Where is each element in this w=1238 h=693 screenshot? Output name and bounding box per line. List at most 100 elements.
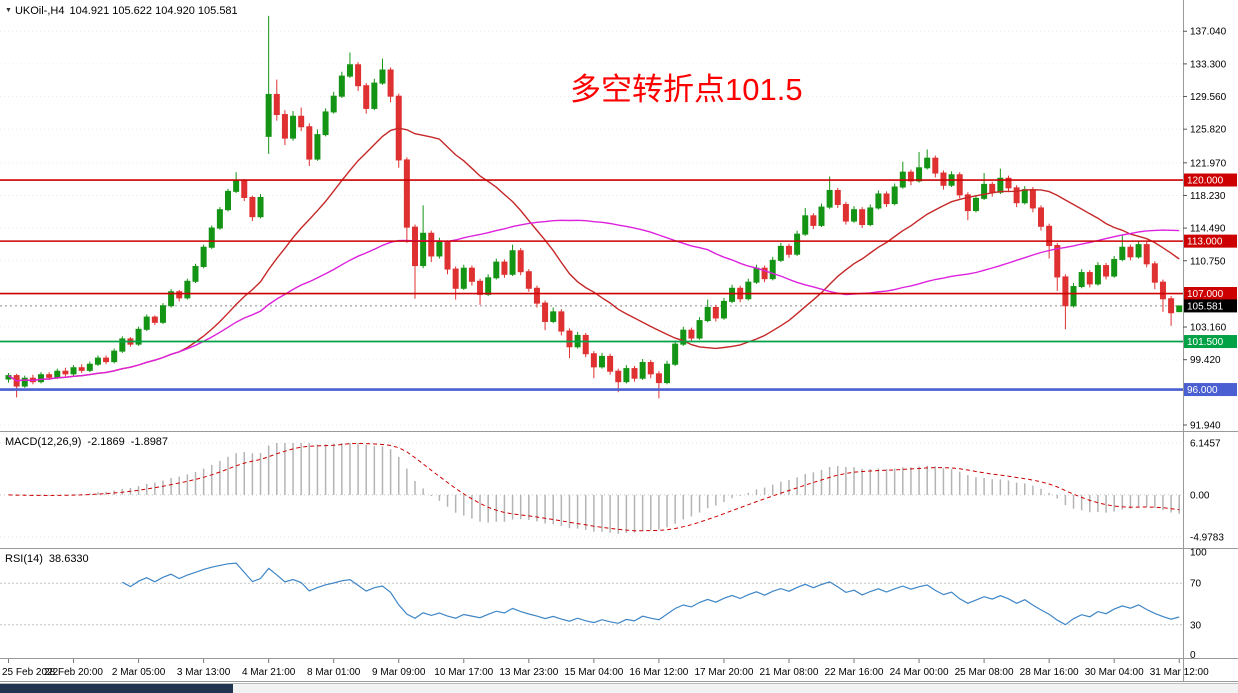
candle-body: [184, 280, 191, 299]
candle-body: [428, 232, 435, 257]
price-axis-tick-label: 133.300: [1190, 59, 1227, 70]
candle-body: [493, 261, 500, 279]
time-axis-label: 21 Mar 08:00: [760, 667, 819, 678]
candle-body: [834, 189, 841, 205]
candle-body: [273, 93, 280, 116]
price-tag: [1184, 234, 1237, 248]
price-tag: [1184, 335, 1237, 349]
candle-body: [371, 82, 378, 109]
candle-body: [883, 193, 890, 205]
candle-body: [485, 277, 492, 295]
candle-body: [533, 287, 540, 304]
candle-body: [891, 186, 898, 205]
candle-body: [436, 241, 443, 257]
macd-value-signal: -1.8987: [130, 436, 169, 448]
price-axis[interactable]: [1183, 0, 1238, 681]
candle-body: [517, 250, 524, 273]
time-axis-label: 16 Mar 12:00: [629, 667, 688, 678]
rsi-axis-label: 0: [1190, 650, 1196, 661]
price-tag-label: 96.000: [1187, 385, 1218, 396]
candle-body: [615, 370, 622, 383]
candle-body: [346, 64, 353, 77]
horizontal-scrollbar-thumb[interactable]: [0, 684, 233, 693]
candle-body: [1111, 258, 1118, 277]
candle-body: [509, 250, 516, 275]
time-axis-label: 4 Mar 21:00: [242, 667, 296, 678]
candle-body: [143, 316, 150, 330]
candle-body: [387, 69, 394, 97]
candle-body: [997, 177, 1004, 193]
time-axis-label: 3 Mar 13:00: [177, 667, 231, 678]
time-axis-label: 9 Mar 09:00: [372, 667, 426, 678]
candle-body: [103, 357, 110, 363]
macd-indicator-label: MACD(12,26,9) -2.1869 -1.8987: [5, 436, 174, 448]
candle-body: [696, 320, 703, 339]
price-axis-tick-label: 137.040: [1190, 27, 1227, 38]
candle-body: [582, 334, 589, 355]
chart-header: ▼ UKOil-,H4 104.921 105.622 104.920 105.58…: [5, 5, 243, 17]
macd-value-main: -2.1869: [87, 436, 125, 448]
candle-body: [720, 300, 727, 319]
candle-body: [1151, 263, 1158, 283]
price-axis-tick-label: 118.230: [1190, 191, 1226, 202]
candle-body: [1159, 281, 1166, 300]
time-axis-label: 28 Feb 20:00: [44, 667, 103, 678]
candle-body: [1046, 225, 1053, 246]
price-tag-label: 120.000: [1187, 176, 1224, 187]
candle-body: [859, 209, 866, 226]
candle-body: [1176, 305, 1183, 313]
annotation-turning-point[interactable]: 多空转折点101.5: [570, 72, 803, 107]
price-tag: [1184, 173, 1237, 187]
candle-body: [981, 183, 988, 199]
time-axis-label: 30 Mar 04:00: [1085, 667, 1144, 678]
candle-body: [322, 111, 329, 136]
candle-body: [655, 373, 662, 384]
price-tag-label: 107.000: [1187, 289, 1224, 300]
candle-body: [916, 167, 923, 182]
candle-body: [241, 180, 248, 198]
price-axis-tick-label: 103.160: [1190, 323, 1227, 334]
candle-body: [956, 174, 963, 196]
rsi-axis-label: 30: [1190, 620, 1202, 631]
candle-body: [249, 196, 256, 218]
candle-body: [566, 330, 573, 348]
candle-body: [598, 355, 605, 368]
candle-body: [233, 180, 240, 192]
candle-body: [119, 338, 126, 352]
candle-body: [664, 363, 671, 384]
candle-body: [306, 126, 313, 160]
time-axis-label: 10 Mar 17:00: [434, 667, 493, 678]
candle-body: [639, 361, 646, 379]
rsi-axis-label: 70: [1190, 579, 1202, 590]
candle-body: [281, 114, 288, 139]
candle-body: [54, 370, 61, 378]
price-tag: [1184, 287, 1237, 301]
horizontal-scrollbar-track[interactable]: [0, 683, 1238, 693]
macd-title: MACD(12,26,9): [5, 436, 82, 448]
candle-body: [647, 361, 654, 375]
price-tag-label: 101.500: [1187, 337, 1224, 348]
candle-body: [38, 374, 45, 383]
time-axis[interactable]: [0, 659, 1183, 681]
rsi-title: RSI(14): [5, 553, 43, 565]
candle-body: [712, 306, 719, 319]
time-axis-label: 25 Feb 2022: [2, 667, 59, 678]
macd-axis-label: 6.1457: [1190, 439, 1221, 450]
candle-body: [135, 328, 142, 345]
candle-body: [542, 302, 549, 322]
candle-body: [753, 267, 760, 283]
candle-body: [972, 197, 979, 212]
candle-body: [1086, 272, 1093, 285]
candle-body: [1005, 177, 1012, 189]
candle-body: [290, 115, 297, 139]
candle-body: [704, 306, 711, 322]
candle-body: [46, 374, 53, 378]
candle-body: [924, 157, 931, 169]
candle-body: [688, 329, 695, 339]
candle-body: [842, 203, 849, 222]
candle-body: [761, 267, 768, 280]
candle-body: [216, 209, 223, 229]
ohlc-values: 104.921 105.622 104.920 105.581: [69, 5, 238, 17]
symbol-label: UKOil-,H4: [14, 5, 65, 17]
